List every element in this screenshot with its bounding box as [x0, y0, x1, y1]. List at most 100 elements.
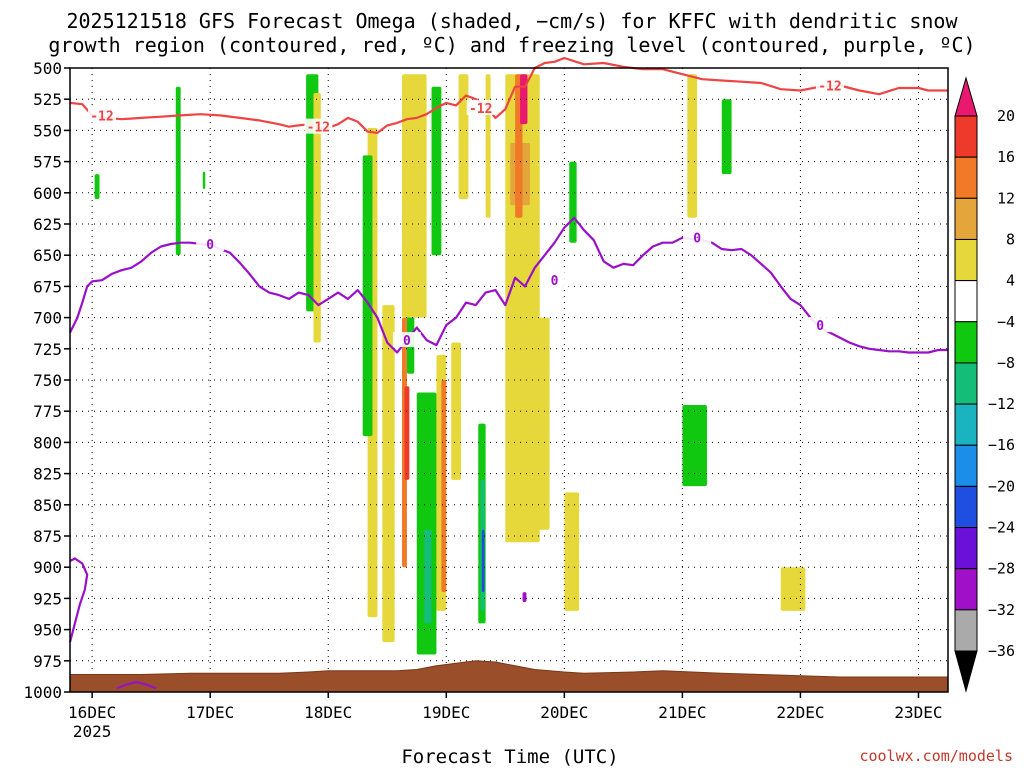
- x-tick-label: 18DEC: [304, 703, 352, 722]
- colorbar: 20 16 12 8 4 −4 −8 −12 −16 −20 −24 −28 −32 −36: [954, 76, 1015, 693]
- y-tick-label: 575: [33, 153, 62, 172]
- contour-label-text: 0: [551, 274, 559, 289]
- omega-shade-region: [481, 529, 485, 593]
- omega-shade-region: [687, 74, 698, 218]
- x-tick-label: 19DEC: [422, 703, 470, 722]
- colorbar-segment: [954, 444, 978, 487]
- omega-shading: [94, 74, 806, 655]
- y-tick-label: 775: [33, 402, 62, 421]
- y-tick-label: 900: [33, 558, 62, 577]
- omega-shade-region: [682, 404, 707, 487]
- contour-label-bg: [815, 77, 844, 93]
- contour-line-minus-12c: [69, 56, 948, 134]
- colorbar-tick-label: −4: [997, 313, 1015, 331]
- contour-label: 0: [540, 272, 569, 289]
- contour-label: 0: [683, 229, 712, 247]
- contour-label-text: -12: [90, 109, 113, 124]
- y-tick-label: 975: [33, 652, 62, 671]
- omega-shade-region: [522, 592, 527, 603]
- colorbar-segment: [954, 156, 978, 199]
- omega-shade-region: [569, 161, 577, 243]
- colorbar-segment: [954, 321, 978, 364]
- contour-label-bg: [87, 107, 116, 123]
- chart-title-line-1: 2025121518 GFS Forecast Omega (shaded, −…: [66, 9, 958, 33]
- contour-label-bg: [683, 229, 712, 245]
- y-tick-label: 525: [33, 90, 62, 109]
- x-tick-label: 21DEC: [658, 703, 706, 722]
- grid-lines: [70, 68, 948, 692]
- omega-shade-region: [780, 567, 806, 611]
- contour-label-text: -12: [469, 102, 492, 117]
- contour-label-text: -12: [307, 121, 330, 136]
- colorbar-tick-label: −12: [988, 395, 1015, 413]
- contour-label: 0: [392, 332, 421, 349]
- colorbar-tick-label: −16: [988, 436, 1015, 454]
- colorbar-segment: [954, 609, 978, 652]
- colorbar-tick-label: −20: [988, 477, 1015, 495]
- x-axis-label: Forecast Time (UTC): [401, 746, 618, 768]
- omega-shade-region: [458, 74, 469, 200]
- omega-shade-region: [402, 74, 427, 318]
- ground-fill: [69, 660, 949, 693]
- y-tick-label: 800: [33, 433, 62, 452]
- y-tick-label: 1000: [23, 683, 62, 702]
- y-tick-label: 950: [33, 621, 62, 640]
- colorbar-top-arrow: [954, 76, 978, 117]
- omega-shade-region: [313, 92, 321, 343]
- chart-title-line-2: growth region (contoured, red, ºC) and f…: [48, 33, 975, 57]
- colorbar-segment: [954, 197, 978, 240]
- y-tick-label: 650: [33, 246, 62, 265]
- y-tick-label: 625: [33, 215, 62, 234]
- y-tick-label: 825: [33, 465, 62, 484]
- contour-label-text: 0: [693, 232, 701, 247]
- colorbar-segment: [954, 362, 978, 405]
- omega-shade-region: [175, 86, 181, 256]
- y-tick-label: 700: [33, 309, 62, 328]
- contour-label-bg: [304, 118, 333, 134]
- colorbar-tick-label: 20: [997, 107, 1015, 125]
- colorbar-segment: [954, 527, 978, 570]
- contour-line-freezing-level: [68, 557, 89, 643]
- colorbar-segment: [954, 280, 978, 323]
- colorbar-tick-label: 8: [1006, 230, 1015, 248]
- colorbar-tick-label: −28: [988, 560, 1015, 578]
- contour-label-bg: [540, 272, 569, 288]
- omega-shade-region: [564, 492, 580, 611]
- x-tick-label: 17DEC: [186, 703, 234, 722]
- contour-label: 0: [806, 317, 835, 334]
- y-tick-label: 750: [33, 371, 62, 390]
- contour-label: -12: [466, 99, 495, 117]
- omega-shade-region: [441, 380, 447, 593]
- contour-line-freezing-level: [116, 680, 157, 690]
- y-tick-label: 600: [33, 184, 62, 203]
- colorbar-tick-label: −24: [988, 519, 1015, 537]
- contour-label-bg: [806, 317, 835, 333]
- contour-label: -12: [304, 118, 333, 136]
- contour-label-bg: [466, 99, 495, 115]
- colorbar-bottom-arrow: [954, 650, 978, 693]
- omega-shade-region: [534, 317, 550, 530]
- contour-label: -12: [815, 77, 844, 94]
- omega-shade-region: [202, 171, 206, 190]
- contour-label-text: -12: [818, 79, 841, 94]
- contour-label-bg: [392, 332, 421, 348]
- y-tick-label: 725: [33, 340, 62, 359]
- temperature-contours: -12 -12 -12 -12 0 0 0 0 0: [68, 56, 948, 690]
- colorbar-segment: [954, 403, 978, 446]
- colorbar-segment: [954, 568, 978, 611]
- colorbar-segment: [954, 115, 978, 158]
- colorbar-tick-label: 4: [1006, 272, 1015, 290]
- colorbar-tick-label: −32: [988, 601, 1015, 619]
- omega-shade-region: [431, 86, 442, 256]
- x-tick-year-label: 2025: [73, 722, 112, 741]
- omega-shade-region: [404, 386, 410, 480]
- omega-shade-region: [721, 99, 732, 175]
- y-tick-label: 675: [33, 277, 62, 296]
- colorbar-segment: [954, 485, 978, 529]
- y-tick-label: 500: [33, 59, 62, 78]
- colorbar-tick-label: −36: [988, 642, 1015, 660]
- contour-label: -12: [87, 107, 116, 124]
- x-tick-label: 22DEC: [776, 703, 824, 722]
